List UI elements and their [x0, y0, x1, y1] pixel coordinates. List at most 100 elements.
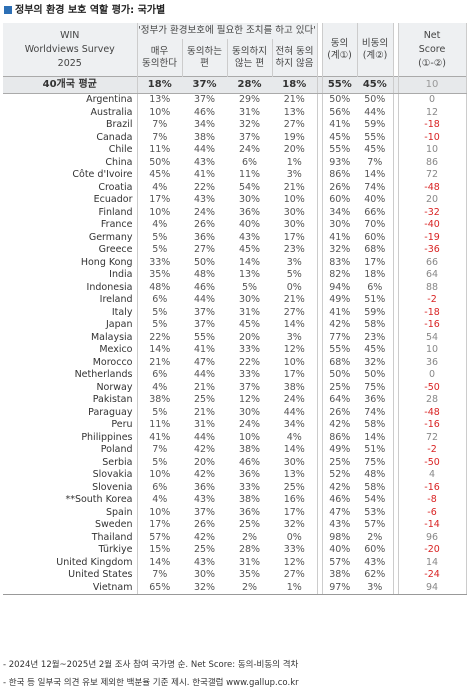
country-name: Japan: [106, 319, 133, 331]
cell-agree: 45%: [321, 131, 358, 144]
cell-disagree: 51%: [357, 294, 394, 307]
cell-strongly-disagree: 34%: [272, 419, 318, 432]
cell-disagree: 59%: [357, 119, 394, 132]
country-name: Mexico: [99, 344, 133, 356]
cell-somewhat-disagree: 24%: [238, 144, 261, 156]
country-name: Vietnam: [3, 581, 137, 595]
cell-agree: 49%: [321, 294, 358, 307]
cell-net: 28: [397, 394, 467, 407]
cell-strongly-agree: 48%: [136, 281, 182, 294]
country-name: Côte d'Ivoire: [72, 169, 133, 181]
cell-net: -10: [397, 131, 467, 144]
cell-disagree: 32%: [357, 356, 394, 369]
cell-net: -8: [397, 494, 467, 507]
cell-disagree: 40%: [357, 194, 394, 207]
cell-somewhat-disagree: 2%: [227, 581, 272, 595]
table-row: Spain 10% 37% 36% 17% 47% 53% -6: [3, 506, 467, 519]
country-name: Philippines: [81, 431, 133, 443]
page-title: 정부의 환경 보호 역할 평가: 국가별: [4, 3, 165, 19]
cell-agree: 46%: [321, 494, 358, 507]
country-name: Argentina: [86, 94, 133, 106]
cell-disagree: 68%: [357, 244, 394, 257]
cell-agree: 68%: [321, 356, 358, 369]
cell-somewhat-disagree: 36%: [238, 506, 261, 518]
cell-strongly-agree: 6%: [136, 481, 182, 494]
cell-net: 0: [397, 93, 467, 107]
table-row: Canada 7% 38% 37% 19% 45% 55% -10: [3, 131, 467, 144]
table-row: Morocco 21% 47% 22% 10% 68% 32% 36: [3, 356, 467, 369]
header-net-line2: Score: [418, 43, 446, 55]
cell-somewhat-agree: 42%: [193, 469, 216, 481]
cell-strongly-agree: 14%: [136, 556, 182, 569]
table-row: Argentina 13% 37% 29% 21% 50% 50% 0: [3, 93, 467, 107]
cell-strongly-agree: 6%: [136, 294, 182, 307]
cell-somewhat-disagree: 45%: [238, 319, 261, 331]
country-name: Türkiye: [98, 544, 133, 556]
cell-strongly-disagree: 5%: [272, 269, 318, 282]
cell-strongly-disagree: 10%: [272, 194, 318, 207]
cell-somewhat-disagree: 11%: [238, 169, 261, 181]
cell-strongly-agree: 7%: [136, 444, 182, 457]
country-name: Norway: [96, 381, 133, 393]
table-row: **South Korea 4% 43% 38% 16% 46% 54% -8: [3, 494, 467, 507]
cell-somewhat-disagree: 37%: [238, 381, 261, 393]
cell-net: -32: [397, 206, 467, 219]
table-row: Netherlands 6% 44% 33% 17% 50% 50% 0: [3, 369, 467, 382]
cell-somewhat-agree: 37%: [193, 319, 216, 331]
cell-net: 64: [397, 269, 467, 282]
cell-strongly-agree: 7%: [136, 131, 182, 144]
cell-disagree: 59%: [357, 306, 394, 319]
cell-somewhat-disagree: 12%: [238, 394, 261, 406]
cell-strongly-agree: 41%: [136, 431, 182, 444]
cell-strongly-agree: 17%: [136, 194, 182, 207]
cell-strongly-disagree: 44%: [272, 406, 318, 419]
cell-somewhat-disagree: 30%: [238, 294, 261, 306]
country-name: Chile: [108, 144, 133, 156]
cell-agree: 26%: [321, 181, 358, 194]
cell-somewhat-agree: 41%: [193, 169, 216, 181]
cell-strongly-disagree: 4%: [272, 431, 318, 444]
cell-strongly-disagree: 10%: [272, 356, 318, 369]
country-name: United Kingdom: [56, 556, 133, 568]
cell-agree: 60%: [321, 194, 358, 207]
cell-somewhat-disagree: 33%: [238, 369, 261, 381]
country-name: United States: [68, 569, 133, 581]
cell-somewhat-agree: 48%: [193, 269, 216, 281]
country-name: India: [109, 269, 133, 281]
header-strongly-agree: 매우 동의한다: [136, 39, 183, 77]
cell-strongly-disagree: 21%: [272, 181, 318, 194]
table-row: Pakistan 38% 25% 12% 24% 64% 36% 28: [3, 394, 467, 407]
title-bullet-icon: [4, 5, 12, 14]
cell-agree: 30%: [321, 219, 358, 232]
cell-disagree: 58%: [357, 481, 394, 494]
cell-agree: 38%: [321, 569, 358, 582]
average-strongly-disagree: 18%: [272, 76, 318, 94]
cell-disagree: 53%: [357, 506, 394, 519]
cell-agree: 97%: [321, 581, 358, 595]
cell-somewhat-agree: 50%: [193, 256, 216, 268]
cell-net: 20: [397, 194, 467, 207]
cell-strongly-agree: 45%: [136, 169, 182, 182]
cell-somewhat-agree: 43%: [193, 556, 216, 568]
cell-agree: 50%: [321, 369, 358, 382]
cell-net: -2: [397, 444, 467, 457]
cell-strongly-agree: 7%: [136, 569, 182, 582]
table-row: Chile 11% 44% 24% 20% 55% 45% 10: [3, 144, 467, 157]
header-sub-line: 동의한다: [142, 57, 177, 69]
cell-somewhat-agree: 32%: [182, 581, 227, 595]
table-row: United Kingdom 14% 43% 31% 12% 57% 43% 14: [3, 556, 467, 569]
country-name: Ireland: [99, 294, 133, 306]
header-net-line1: Net: [423, 29, 441, 41]
cell-net: -18: [397, 306, 467, 319]
cell-strongly-disagree: 14%: [272, 444, 318, 457]
cell-strongly-disagree: 12%: [272, 344, 318, 357]
cell-disagree: 48%: [357, 469, 394, 482]
cell-net: -16: [397, 319, 467, 332]
country-name: Finland: [98, 206, 133, 218]
note-line-1: - 2024년 12월~2025년 2월 조사 참여 국가명 순. Net Sc…: [3, 660, 299, 670]
table-row: Germany 5% 36% 43% 17% 41% 60% -19: [3, 231, 467, 244]
cell-strongly-disagree: 1%: [272, 156, 318, 169]
cell-disagree: 36%: [357, 394, 394, 407]
cell-somewhat-disagree: 46%: [238, 456, 261, 468]
cell-strongly-disagree: 33%: [272, 544, 318, 557]
